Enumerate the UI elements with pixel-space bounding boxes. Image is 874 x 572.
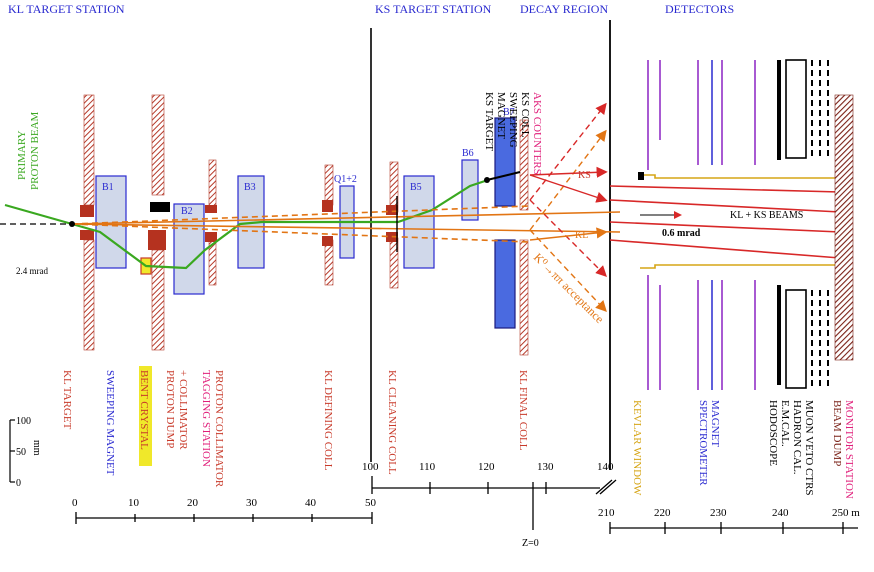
section-title-detectors: DETECTORS xyxy=(665,2,734,16)
label-hodoscope: HODOSCOPE xyxy=(767,400,779,466)
mm-tick-100: 100 xyxy=(16,416,31,427)
axis2-tick-120: 120 xyxy=(478,461,495,473)
axis2-tick-100: 100 xyxy=(362,461,379,473)
axis1-tick-0: 0 xyxy=(72,497,78,509)
label-em-cal: E.M.CAL. xyxy=(779,400,791,447)
axis-1 xyxy=(75,512,373,524)
angle-06-label: 0.6 mrad xyxy=(662,228,701,239)
detectors xyxy=(638,59,854,390)
ks-label-coll: KS COLL xyxy=(519,92,531,138)
label-proton-collimator: PROTON COLLIMATOR xyxy=(213,370,225,488)
mm-tick-50: 50 xyxy=(16,447,26,458)
axis2-tick-130: 130 xyxy=(537,461,554,473)
ks-label-magnet: MAGNET xyxy=(495,92,507,139)
label-magnet: MAGNET xyxy=(709,400,721,447)
kl-beam-lines xyxy=(71,205,621,243)
section-title-kl: KL TARGET STATION xyxy=(8,2,125,16)
primary-label-2: PROTON BEAM xyxy=(29,111,41,190)
primary-label-1: PRIMARY xyxy=(16,130,28,180)
z0-label: Z=0 xyxy=(522,538,539,549)
axis1-tick-40: 40 xyxy=(305,497,317,509)
kl-target-dot xyxy=(69,221,75,227)
bent-crystal-highlight xyxy=(139,366,152,466)
acceptance-label: K⁰→ππ acceptance xyxy=(531,250,607,326)
mm-unit: mm xyxy=(31,440,42,456)
label-proton-dump: PROTON DUMP xyxy=(164,370,176,448)
axis2-tick-110: 110 xyxy=(419,461,436,473)
label-beam-dump: BEAM DUMP xyxy=(831,400,843,466)
magnets xyxy=(95,117,516,329)
axis1-tick-20: 20 xyxy=(187,497,199,509)
axis3-tick-250: 250 m xyxy=(832,507,860,519)
ks-arrow-label: KS xyxy=(578,170,591,181)
label-collimator: + COLLIMATOR xyxy=(177,370,189,450)
label-kl-cleaning: KL CLEANING COLL xyxy=(386,370,398,475)
label-bent-crystal: BENT CRYSTAL xyxy=(138,370,150,450)
axis-3 xyxy=(609,522,858,534)
section-title-ks: KS TARGET STATION xyxy=(375,2,492,16)
magnet-b1-label: B1 xyxy=(102,182,114,193)
ks-target-line xyxy=(486,171,521,181)
magnet-b3-label: B3 xyxy=(244,182,256,193)
label-sweeping-magnet: SWEEPING MAGNET xyxy=(104,370,116,476)
axis1-tick-30: 30 xyxy=(246,497,258,509)
axis3-tick-220: 220 xyxy=(654,507,671,519)
axis3-tick-230: 230 xyxy=(710,507,727,519)
ks-arrows xyxy=(529,166,608,241)
ks-label-sweeping: SWEEPING xyxy=(507,92,519,148)
magnet-q12-label: Q1+2 xyxy=(334,174,357,185)
axis2-tick-140: 140 xyxy=(597,461,614,473)
label-muon-veto: MUON VETO CTRS xyxy=(803,400,815,496)
magnet-b6-label: B6 xyxy=(462,148,474,159)
label-kl-defining: KL DEFINING COLL xyxy=(322,370,334,471)
label-kl-target: KL TARGET xyxy=(61,370,73,430)
mm-scale xyxy=(9,419,15,483)
axis-2 xyxy=(371,476,617,530)
detector-beam-lines xyxy=(609,185,841,259)
mm-tick-0: 0 xyxy=(16,478,21,489)
label-tagging-station: TAGGING STATION xyxy=(200,370,212,467)
ks-label-aks: AKS COUNTERS xyxy=(531,92,543,175)
axis1-tick-10: 10 xyxy=(128,497,140,509)
ks-label-target: KS TARGET xyxy=(483,92,495,151)
magnet-b2-label: B2 xyxy=(181,206,193,217)
axis3-tick-210: 210 xyxy=(598,507,615,519)
magnet-b7-label: B7 xyxy=(503,107,515,118)
axis1-tick-50: 50 xyxy=(365,497,377,509)
kl-target-collimators xyxy=(83,94,529,356)
section-title-decay: DECAY REGION xyxy=(520,2,608,16)
label-spectrometer: SPECTROMETER xyxy=(697,400,709,486)
acceptance-arrows xyxy=(529,102,607,313)
kl-ks-beams-label: KL + KS BEAMS xyxy=(730,210,803,221)
label-kl-final: KL FINAL COLL xyxy=(517,370,529,451)
label-monitor-station: MONITOR STATION xyxy=(843,400,855,499)
label-hadron-cal: HADRON CAL. xyxy=(791,400,803,475)
magnet-b5-label: B5 xyxy=(410,182,422,193)
angle-24-label: 2.4 mrad xyxy=(16,266,48,276)
label-kevlar-window: KEVLAR WINDOW xyxy=(631,400,643,496)
axis3-tick-240: 240 xyxy=(772,507,789,519)
kl-arrow-label: KL xyxy=(575,230,588,241)
